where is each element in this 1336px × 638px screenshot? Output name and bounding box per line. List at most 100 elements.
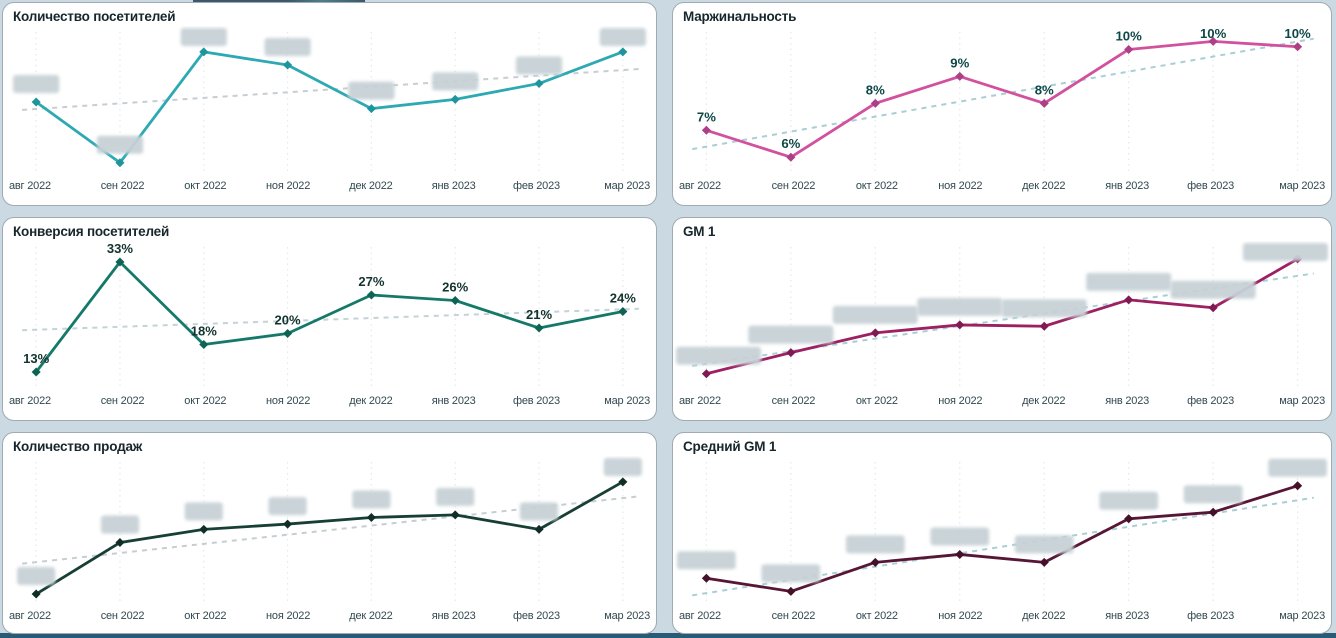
month-label: дек 2022 [349,180,393,192]
data-point[interactable] [1124,44,1134,54]
blurred-data-label [519,502,559,521]
trendline [22,307,639,332]
month-label: сен 2022 [771,395,816,407]
month-label: ноя 2022 [938,180,983,192]
data-point[interactable] [786,348,796,358]
data-label: 10% [1284,26,1311,41]
blurred-data-label [676,346,762,365]
blurred-data-label [1183,485,1243,504]
line-chart-conversion[interactable]: 13% 33% 18% 20% 27% 26% 21% 24% [3,241,656,393]
chart-plot-visitors[interactable] [3,26,656,178]
month-label: авг 2022 [9,395,51,407]
data-label: 24% [610,291,637,306]
blurred-data-label [264,38,311,57]
data-point[interactable] [1293,42,1303,52]
chart-title-gm1: GM 1 [683,224,716,239]
chart-plot-conversion[interactable]: 13% 33% 18% 20% 27% 26% 21% 24% [3,241,656,393]
data-point[interactable] [870,557,880,567]
data-point[interactable] [786,152,796,162]
data-point[interactable] [701,125,711,135]
line-chart-visitors[interactable] [3,26,656,178]
blurred-data-label [1014,535,1074,554]
line-chart-sales[interactable] [3,456,656,608]
chart-card-conversion: Конверсия посетителей 13% 33% 18% 20% 27% 26%… [2,217,657,421]
line-chart-gm1[interactable] [673,241,1331,393]
data-label: 7% [697,109,716,124]
blurred-data-label [436,487,475,506]
data-point[interactable] [283,519,293,529]
data-label: 21% [526,307,553,322]
data-point[interactable] [955,71,965,81]
blurred-data-label [930,527,990,546]
data-point[interactable] [283,60,293,70]
data-point[interactable] [450,510,460,520]
data-label: 8% [866,82,885,97]
chart-plot-marginality[interactable]: 7% 6% 8% 9% 8% 10% 10% 10% [673,26,1331,178]
data-label: 9% [950,55,969,70]
data-point[interactable] [115,158,125,168]
blurred-data-label [1268,458,1327,477]
data-point[interactable] [1124,514,1134,524]
month-label: окт 2022 [855,180,898,192]
data-point[interactable] [366,512,376,522]
line-chart-marginality[interactable]: 7% 6% 8% 9% 8% 10% 10% 10% [673,26,1331,178]
month-label: дек 2022 [349,610,393,622]
data-point[interactable] [701,369,711,379]
blurred-data-label [13,75,60,93]
month-label: окт 2022 [184,610,227,622]
data-point[interactable] [534,323,544,333]
data-point[interactable] [115,257,125,267]
data-point[interactable] [199,524,209,534]
month-label: янв 2023 [431,180,476,192]
data-point[interactable] [618,307,628,316]
chart-plot-avg-gm1[interactable] [673,456,1331,608]
month-axis: авг 2022 сен 2022 окт 2022 ноя 2022 дек 2022… [677,608,1327,628]
month-label: мар 2023 [604,610,650,622]
data-point[interactable] [1039,321,1049,331]
data-point[interactable] [534,79,544,89]
data-point[interactable] [450,94,460,104]
data-point[interactable] [1124,295,1134,305]
data-point[interactable] [955,549,965,559]
data-point[interactable] [31,589,41,599]
chart-plot-gm1[interactable] [673,241,1331,393]
data-point[interactable] [786,586,796,596]
blurred-data-label [761,564,821,583]
chart-title-visitors: Количество посетителей [13,9,176,24]
blurred-data-label [100,515,140,534]
line-chart-avg-gm1[interactable] [673,456,1331,608]
data-point[interactable] [1208,36,1218,46]
blurred-data-label [515,56,563,75]
data-point[interactable] [366,104,376,114]
chart-card-gm1: GM 1 авг 2022 сен 2022 окт 2022 ноя 2022 дек… [672,217,1332,421]
blurred-data-label [348,81,395,100]
data-point[interactable] [199,47,209,57]
data-point[interactable] [283,329,293,338]
month-label: сен 2022 [771,610,816,622]
data-point[interactable] [618,47,628,57]
month-label: мар 2023 [1279,180,1325,192]
data-point[interactable] [870,328,880,338]
data-point[interactable] [450,296,460,305]
blurred-data-label [1099,491,1159,510]
data-label: 18% [191,324,218,339]
data-point[interactable] [870,98,880,108]
blurred-data-label [184,502,223,521]
data-point[interactable] [1208,507,1218,517]
data-point[interactable] [955,320,965,330]
data-point[interactable] [1293,481,1303,491]
data-point[interactable] [1039,557,1049,567]
data-point[interactable] [618,477,628,487]
data-point[interactable] [115,538,125,548]
chart-plot-sales[interactable] [3,456,656,608]
blurred-data-label [603,458,642,476]
data-label: 6% [781,136,800,151]
data-point[interactable] [1208,303,1218,313]
data-point[interactable] [1039,98,1049,108]
data-point[interactable] [366,290,376,300]
data-point[interactable] [534,524,544,534]
data-point[interactable] [199,340,209,349]
data-point[interactable] [701,573,711,583]
month-label: сен 2022 [100,395,145,407]
month-label: янв 2023 [431,395,476,407]
